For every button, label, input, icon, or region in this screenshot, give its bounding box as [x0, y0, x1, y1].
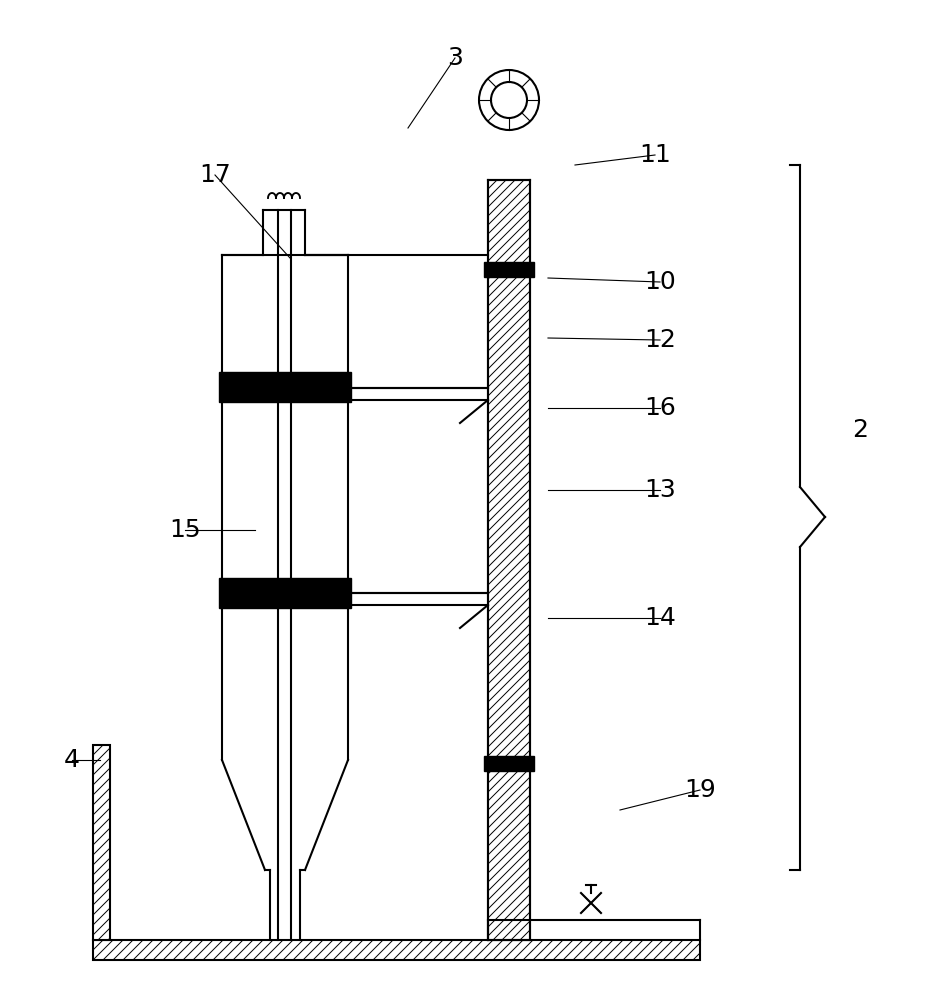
- Bar: [219, 578, 351, 608]
- Bar: [483, 756, 534, 771]
- Polygon shape: [580, 893, 600, 913]
- Text: 15: 15: [169, 518, 200, 542]
- Bar: [483, 262, 534, 277]
- Text: 16: 16: [643, 396, 676, 420]
- Text: 19: 19: [683, 778, 715, 802]
- Text: 2: 2: [851, 418, 867, 442]
- Polygon shape: [580, 893, 600, 913]
- Bar: [219, 372, 351, 402]
- Text: 14: 14: [643, 606, 676, 630]
- Text: 13: 13: [643, 478, 676, 502]
- Bar: [487, 180, 530, 940]
- Bar: [93, 745, 110, 940]
- Circle shape: [479, 70, 538, 130]
- Text: 3: 3: [446, 46, 462, 70]
- Text: 10: 10: [643, 270, 676, 294]
- Circle shape: [491, 82, 526, 118]
- Bar: [93, 940, 699, 960]
- Text: 4: 4: [64, 748, 80, 772]
- Text: 17: 17: [199, 163, 231, 187]
- Text: 11: 11: [638, 143, 670, 167]
- Text: 12: 12: [643, 328, 676, 352]
